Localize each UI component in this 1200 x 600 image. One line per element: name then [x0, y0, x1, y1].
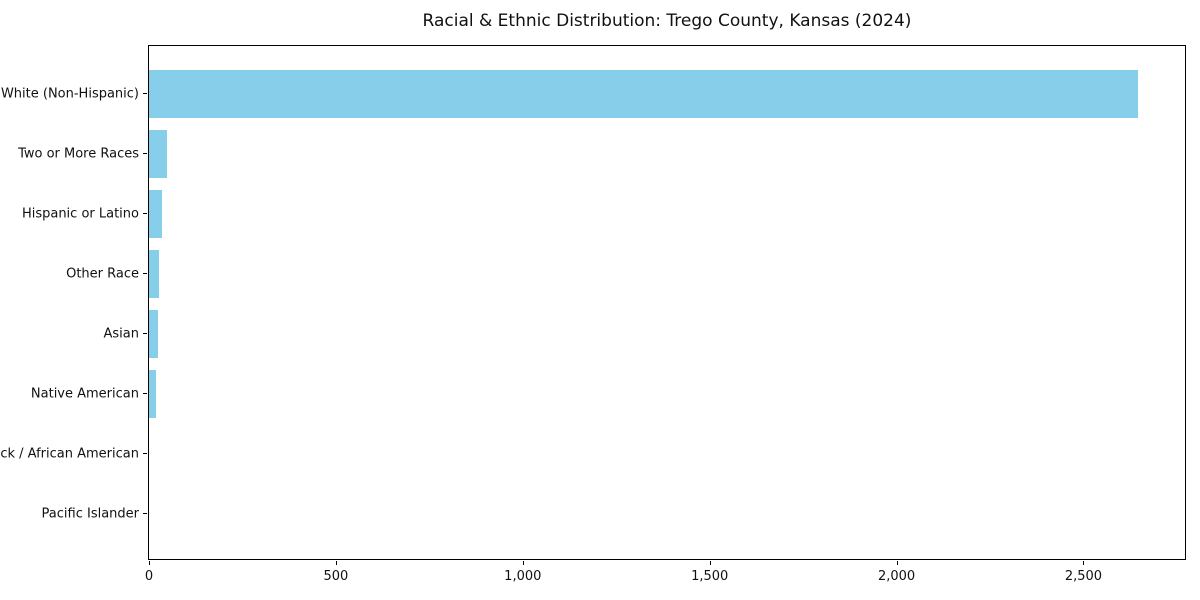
category-label: Hispanic or Latino: [21, 206, 139, 221]
x-tick-label: 0: [144, 569, 154, 584]
category-label: Asian: [103, 326, 139, 341]
x-tick-label: 1,000: [504, 569, 542, 584]
y-tick-mark: [143, 273, 147, 274]
plot-area: White (Non-Hispanic) Two or More Races His…: [0, 45, 1186, 584]
x-tick-label: 1,500: [691, 569, 729, 584]
x-tick-mark: [335, 561, 337, 565]
x-tick-label: 500: [323, 569, 349, 584]
category-label: White (Non-Hispanic): [0, 86, 139, 101]
chart-title: Racial & Ethnic Distribution: Trego Coun…: [422, 11, 912, 31]
category-label: Native American: [30, 386, 139, 401]
bar: [149, 369, 157, 418]
y-tick-mark: [143, 393, 147, 394]
bar: [149, 189, 163, 238]
category-label: Two or More Races: [18, 146, 139, 161]
bar: [149, 309, 158, 358]
y-tick-mark: [143, 153, 147, 154]
x-tick-label: 2,000: [877, 569, 916, 584]
bar: [149, 129, 167, 178]
y-tick-mark: [143, 213, 147, 214]
y-tick-mark: [143, 513, 147, 514]
x-tick-mark: [709, 561, 711, 565]
x-tick-mark: [896, 561, 898, 565]
x-tick-mark: [522, 561, 524, 565]
bar: [149, 249, 160, 298]
category-label: Black / African American: [0, 446, 139, 461]
x-tick-mark: [1083, 561, 1085, 565]
y-tick-mark: [143, 93, 147, 94]
x-tick-mark: [149, 561, 150, 565]
bar: [149, 69, 1138, 118]
x-tick-label: 2,500: [1064, 569, 1103, 584]
y-tick-mark: [143, 453, 147, 454]
category-label: Other Race: [66, 266, 139, 281]
category-label: Pacific Islander: [41, 506, 139, 521]
y-tick-mark: [143, 333, 147, 334]
